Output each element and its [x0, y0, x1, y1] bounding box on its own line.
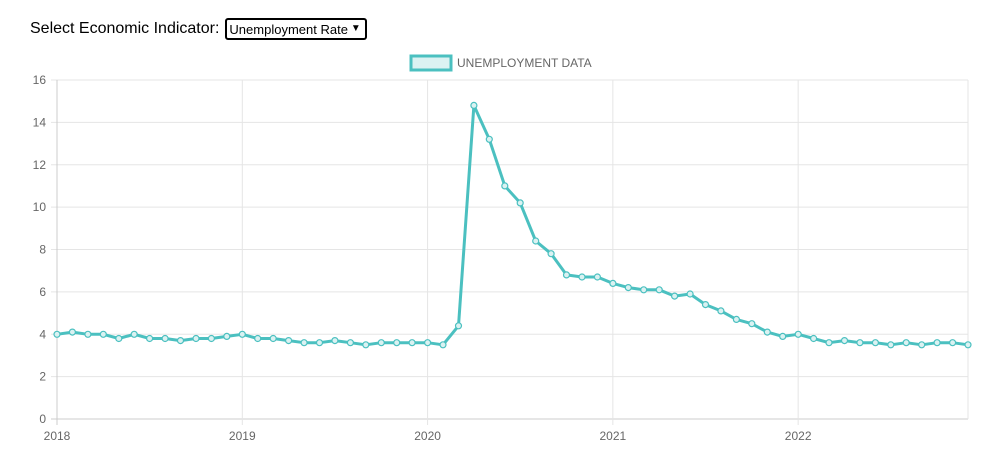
data-point[interactable] [269, 334, 277, 343]
x-tick-label: 2018 [44, 429, 71, 443]
data-point[interactable] [300, 339, 308, 347]
data-point[interactable] [964, 341, 972, 349]
data-point[interactable] [948, 339, 957, 347]
series-line [55, 103, 970, 347]
data-point[interactable] [887, 341, 895, 349]
data-point[interactable] [84, 330, 92, 338]
data-point[interactable] [763, 328, 771, 336]
data-point[interactable] [809, 334, 818, 343]
data-point[interactable] [902, 339, 910, 347]
data-point[interactable] [840, 337, 849, 345]
indicator-select[interactable]: Unemployment Rate ▼ [225, 18, 367, 40]
data-point[interactable] [825, 339, 833, 347]
data-point[interactable] [285, 337, 293, 345]
data-point[interactable] [346, 339, 354, 347]
data-point[interactable] [53, 330, 61, 338]
data-point[interactable] [871, 339, 880, 347]
data-point[interactable] [670, 292, 679, 300]
indicator-controls: Select Economic Indicator: Unemployment … [30, 18, 367, 40]
data-point[interactable] [439, 341, 447, 349]
data-point[interactable] [393, 339, 401, 347]
x-tick-label: 2021 [600, 429, 627, 443]
data-point[interactable] [176, 337, 185, 345]
y-tick-label: 6 [39, 285, 46, 299]
x-tick-label: 2019 [229, 429, 256, 443]
data-point[interactable] [578, 273, 586, 281]
data-point[interactable] [115, 334, 123, 343]
data-point[interactable] [254, 334, 262, 343]
data-point[interactable] [146, 334, 154, 343]
y-tick-label: 0 [39, 412, 46, 426]
y-tick-label: 4 [39, 327, 46, 341]
data-point[interactable] [794, 330, 802, 338]
data-point[interactable] [454, 322, 463, 330]
data-point[interactable] [655, 286, 663, 294]
data-point[interactable] [207, 334, 215, 343]
data-point[interactable] [779, 332, 787, 340]
data-point[interactable] [933, 339, 941, 347]
chart-grid [51, 79, 969, 425]
data-point[interactable] [547, 250, 555, 258]
data-point[interactable] [562, 271, 571, 279]
data-point[interactable] [593, 273, 602, 281]
data-point[interactable] [99, 330, 107, 338]
x-tick-label: 2022 [785, 429, 812, 443]
chart-legend[interactable]: UNEMPLOYMENT DATA [409, 54, 592, 72]
data-point[interactable] [856, 339, 864, 347]
data-point[interactable] [918, 341, 926, 349]
chart-series [53, 101, 972, 349]
data-point[interactable] [315, 339, 324, 347]
data-point[interactable] [485, 135, 493, 143]
y-tick-label: 14 [33, 115, 47, 129]
data-point[interactable] [192, 334, 200, 343]
chevron-down-icon: ▼ [350, 23, 361, 34]
chart-axes: 0 2 4 6 8 10 12 14 16 2018 2019 2020 2021 2022 [33, 73, 812, 443]
data-point[interactable] [701, 301, 710, 309]
indicator-label: Select Economic Indicator: [30, 20, 220, 37]
data-point[interactable] [609, 279, 617, 287]
data-point[interactable] [161, 334, 169, 343]
data-point[interactable] [408, 339, 416, 347]
y-tick-label: 12 [33, 158, 47, 172]
data-point[interactable] [362, 341, 370, 349]
data-point[interactable] [424, 339, 432, 347]
data-point[interactable] [377, 339, 385, 347]
data-point[interactable] [640, 286, 648, 294]
data-point[interactable] [732, 315, 741, 323]
legend-label: UNEMPLOYMENT DATA [457, 56, 592, 70]
data-point[interactable] [717, 307, 725, 315]
x-tick-label: 2020 [414, 429, 441, 443]
data-point[interactable] [130, 330, 138, 338]
data-point[interactable] [516, 199, 524, 207]
indicator-select-value: Unemployment Rate [229, 21, 348, 37]
data-point[interactable] [331, 337, 339, 345]
y-tick-label: 10 [33, 200, 47, 214]
data-point[interactable] [686, 290, 694, 298]
y-tick-label: 8 [39, 243, 46, 257]
data-point[interactable] [501, 182, 509, 190]
data-point[interactable] [624, 284, 632, 292]
data-point[interactable] [238, 330, 246, 338]
data-point[interactable] [748, 320, 756, 328]
data-point[interactable] [532, 237, 540, 245]
y-tick-label: 16 [33, 73, 47, 87]
legend-swatch [409, 54, 453, 72]
data-point[interactable] [68, 328, 77, 336]
data-point[interactable] [223, 332, 231, 340]
data-point[interactable] [470, 101, 478, 110]
y-tick-label: 2 [39, 370, 46, 384]
